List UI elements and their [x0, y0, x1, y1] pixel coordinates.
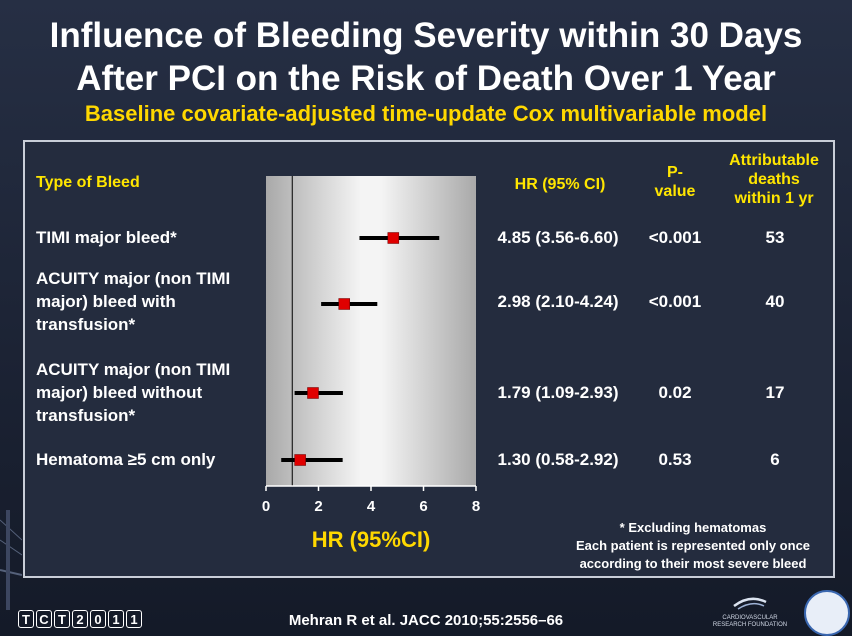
x-tick-label: 6: [419, 498, 427, 515]
row-label: ACUITY major (non TIMI major) bleed with…: [36, 267, 266, 336]
row-label-line: major) bleed with: [36, 292, 176, 311]
x-tick-label: 4: [367, 498, 376, 515]
row-label-line: ACUITY major (non TIMI: [36, 360, 231, 379]
attributable-deaths: 17: [765, 383, 785, 402]
attributable-deaths: 53: [765, 228, 785, 247]
row-label: TIMI major bleed*: [36, 226, 266, 249]
header-p-value: P- value: [640, 163, 710, 201]
row-label: ACUITY major (non TIMI major) bleed with…: [36, 358, 266, 427]
row-label-line: transfusion*: [36, 406, 136, 425]
tct-logo-char: T: [54, 610, 70, 628]
footnote-2: Each patient is represented only once: [575, 538, 811, 553]
footnote-1: * Excluding hematomas: [619, 520, 767, 535]
tct-logo-char: 1: [108, 610, 124, 628]
hr-marker: [338, 298, 350, 310]
hr-value: 1.30 (0.58-2.92): [497, 450, 619, 469]
crf-logo-text: CARDIOVASCULAR RESEARCH FOUNDATION: [712, 615, 788, 628]
header-attr-line2: deaths: [748, 171, 800, 188]
title-line-2: After PCI on the Risk of Death Over 1 Ye…: [76, 59, 776, 98]
title-line-1: Influence of Bleeding Severity within 30…: [49, 16, 803, 55]
tct-logo-char: 2: [72, 610, 88, 628]
p-value: 0.02: [658, 383, 692, 402]
hr-value: 4.85 (3.56-6.60): [497, 228, 619, 247]
hr-value: 2.98 (2.10-4.24): [497, 292, 619, 311]
row-label-line: Hematoma ≥5 cm only: [36, 450, 216, 469]
x-tick-label: 8: [472, 498, 480, 515]
tct-logo-char: 0: [90, 610, 106, 628]
header-p-line1: P-: [667, 164, 683, 181]
bridge-decoration: [0, 500, 23, 610]
footnote-3: according to their most severe bleed: [579, 556, 807, 571]
citation: Mehran R et al. JACC 2010;55:2556–66: [288, 612, 564, 629]
p-value: 0.53: [658, 450, 692, 469]
hr-marker: [387, 232, 400, 244]
x-axis-label: HR (95%CI): [311, 527, 431, 552]
header-p-line2: value: [654, 183, 696, 200]
header-attr-line3: within 1 yr: [734, 190, 814, 207]
row-label-line: TIMI major bleed*: [36, 228, 177, 247]
subtitle: Baseline covariate-adjusted time-update …: [84, 101, 768, 126]
header-attr-line1: Attributable: [729, 152, 819, 169]
header-attributable-deaths: Attributable deaths within 1 yr: [714, 151, 834, 208]
hr-marker: [294, 454, 306, 466]
attributable-deaths: 6: [770, 450, 780, 469]
row-label-line: ACUITY major (non TIMI: [36, 269, 231, 288]
attributable-deaths: 40: [765, 292, 785, 311]
hr-marker: [307, 387, 319, 399]
row-label: Hematoma ≥5 cm only: [36, 448, 266, 471]
row-label-line: transfusion*: [36, 315, 136, 334]
header-hr: HR (95% CI): [514, 176, 606, 193]
p-value: <0.001: [648, 292, 702, 311]
crf-logo: CARDIOVASCULAR RESEARCH FOUNDATION: [710, 594, 790, 629]
tct-logo-char: T: [18, 610, 34, 628]
p-value: <0.001: [648, 228, 702, 247]
seal-logo-icon: [804, 590, 850, 636]
crf-swoosh-icon: [733, 597, 767, 610]
x-tick-label: 0: [262, 498, 270, 515]
x-tick-label: 2: [314, 498, 322, 515]
plot-background: [266, 176, 476, 486]
tct-logo-char: C: [36, 610, 52, 628]
tct-logo-char: 1: [126, 610, 142, 628]
tct-logo: T C T 2 0 1 1: [18, 610, 142, 628]
row-label-line: major) bleed without: [36, 383, 203, 402]
hr-value: 1.79 (1.09-2.93): [497, 383, 619, 402]
header-type-of-bleed: Type of Bleed: [36, 174, 140, 191]
